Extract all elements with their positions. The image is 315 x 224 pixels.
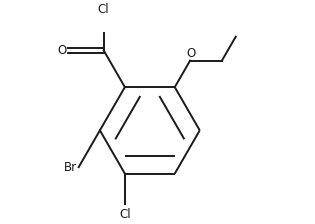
Text: Br: Br: [64, 161, 77, 174]
Text: O: O: [186, 47, 196, 60]
Text: Cl: Cl: [119, 208, 131, 221]
Text: O: O: [57, 44, 66, 57]
Text: Cl: Cl: [98, 3, 109, 16]
